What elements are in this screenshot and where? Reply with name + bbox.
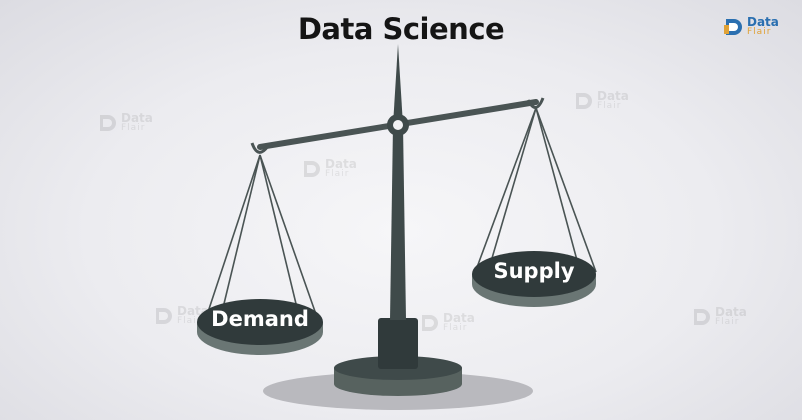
- scale-pillar: [390, 44, 406, 320]
- watermark-logo: Data Flair: [152, 305, 209, 327]
- dataflair-watermark-icon: [422, 315, 438, 331]
- dataflair-logo-icon: [724, 19, 742, 35]
- watermark-logo: Data Flair: [300, 158, 357, 180]
- scale-base: [334, 356, 462, 396]
- dataflair-watermark-icon: [304, 161, 320, 177]
- dataflair-watermark-icon: [100, 115, 116, 131]
- left-pan-label: Demand: [211, 307, 309, 331]
- watermark-logo: Data Flair: [690, 306, 747, 328]
- brand-line-1: Data: [747, 15, 779, 29]
- dataflair-logo: Data Flair: [722, 16, 779, 38]
- watermark-logo: Data Flair: [572, 90, 629, 112]
- right-pan: [472, 251, 596, 307]
- scale-pillar-block: [378, 318, 418, 369]
- dataflair-watermark-icon: [576, 93, 592, 109]
- dataflair-watermark-icon: [156, 308, 172, 324]
- left-pan-strings: [205, 154, 319, 321]
- right-pan-strings: [475, 107, 597, 273]
- dataflair-watermark-icon: [694, 309, 710, 325]
- left-pan: [197, 299, 323, 355]
- watermark-logo: Data Flair: [418, 312, 475, 334]
- scale-pivot: [387, 114, 409, 136]
- right-pan-label: Supply: [493, 259, 575, 283]
- page-title: Data Science: [297, 12, 505, 46]
- watermark-logo: Data Flair: [96, 112, 153, 134]
- brand-line-2: Flair: [747, 27, 772, 37]
